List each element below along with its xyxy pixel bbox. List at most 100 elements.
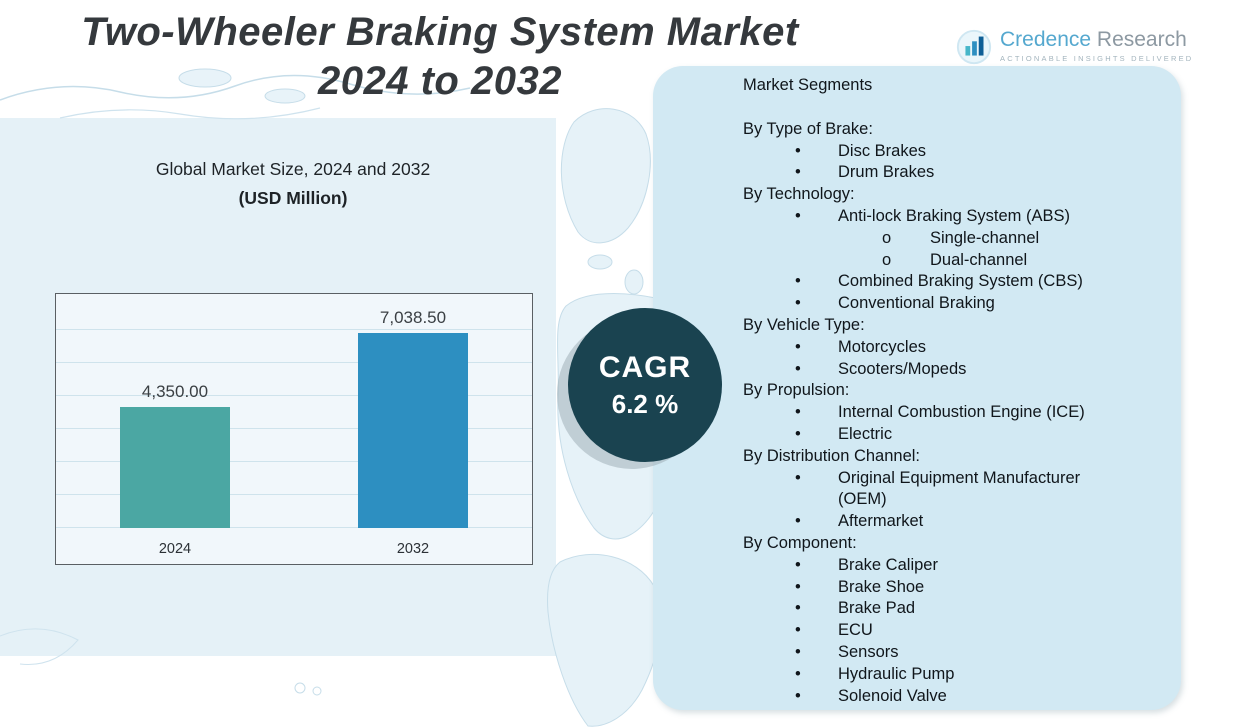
segment-item: • ECU [653,620,1181,642]
bar-2024 [120,407,230,528]
segment-item-text: Electric [838,424,893,443]
segment-item-text: Disc Brakes [838,141,927,160]
bar-plot: 4,350.00 2024 7,038.50 2032 [56,306,532,557]
segment-item-text: Motorcycles [838,337,927,356]
market-segments-panel: Market Segments By Type of Brake: • Disc B… [653,66,1181,710]
segment-item-text: Dual-channel [930,250,1028,269]
bar-chart: 4,350.00 2024 7,038.50 2032 [55,293,533,565]
segment-item-text: Anti-lock Braking System (ABS) [838,206,1070,225]
bar-2032 [358,333,468,528]
logo-brand-secondary: Research [1096,28,1187,51]
bar-group-2032: 7,038.50 2032 [358,306,468,557]
page-title-line2: 2024 to 2032 [318,59,562,103]
segment-item-text: By Component: [743,533,857,552]
bullet-marker: • [795,294,801,313]
bar-group-2024: 4,350.00 2024 [120,306,230,557]
segments-list: By Type of Brake: • Disc Brakes • Drum Brake… [653,119,1181,708]
bullet-marker: • [795,403,801,422]
segment-item-text: Brake Pad [838,599,916,618]
segment-item-text: By Type of Brake: [743,119,873,138]
segment-item: • Combined Braking System (CBS) [653,271,1181,293]
segment-item-text: Solenoid Valve [838,686,947,705]
segment-item-text: Brake Caliper [838,555,938,574]
sub-bullet-marker: o [882,250,892,269]
bullet-marker: • [795,664,801,683]
cagr-value: 6.2 % [611,388,679,419]
segment-item-text: Scooters/Mopeds [838,359,967,378]
bullet-marker: • [795,337,801,356]
cagr-badge: CAGR 6.2 % [568,308,722,462]
logo-bars-icon [956,29,992,65]
segments-title: Market Segments [743,76,873,94]
segment-item-text: Single-channel [930,228,1040,247]
page-title-line1: Two-Wheeler Braking System Market [81,10,799,54]
segment-heading: By Component: [653,533,1181,555]
segment-item-text: Combined Braking System (CBS) [838,272,1083,291]
bullet-marker: • [795,468,801,487]
segment-item: • Internal Combustion Engine (ICE) [653,402,1181,424]
segment-item-text: By Propulsion: [743,381,850,400]
segment-item-text: Conventional Braking [838,294,995,313]
sub-bullet-marker: o [882,228,892,247]
segment-item-text: Internal Combustion Engine (ICE) [838,403,1085,422]
bullet-marker: • [795,642,801,661]
bullet-marker: • [795,599,801,618]
segment-item: • Solenoid Valve [653,686,1181,708]
bullet-marker: • [795,555,801,574]
segment-heading: By Vehicle Type: [653,315,1181,337]
bullet-marker: • [795,424,801,443]
segment-item-text: ECU [838,621,873,640]
credence-research-logo: Credence Research Actionable Insights De… [955,28,1193,66]
bullet-marker: • [795,163,801,182]
segment-item-text: By Technology: [743,185,855,204]
segment-item-text: Sensors [838,642,899,661]
bullet-marker: • [795,512,801,531]
page-title: Two-Wheeler Braking System Market 2024 t… [40,8,840,106]
segment-item: • Anti-lock Braking System (ABS) [653,206,1181,228]
segment-item: o Single-channel [653,228,1181,250]
segment-item: • Scooters/Mopeds [653,359,1181,381]
chart-caption-line1: Global Market Size, 2024 and 2032 [155,159,431,179]
bar-category-label: 2032 [396,541,430,557]
segment-item-text: By Vehicle Type: [743,315,865,334]
bullet-marker: • [795,686,801,705]
cagr-label: CAGR [598,350,692,384]
logo-brand-name: Credence Research [1000,28,1193,52]
segment-item: • Brake Shoe [653,577,1181,599]
segment-item-text: Hydraulic Pump [838,664,955,683]
bullet-marker: • [795,359,801,378]
segment-item-text: Aftermarket [838,512,924,531]
segment-item: • Aftermarket [653,511,1181,533]
bar-value-label: 7,038.50 [379,308,447,327]
logo-tagline: Actionable Insights Delivered [1000,54,1194,63]
segment-item: o Dual-channel [653,250,1181,272]
logo-brand-primary: Credence [1000,28,1092,51]
chart-caption-line2: (USD Million) [238,188,348,208]
segment-item: • Original Equipment Manufacturer (OEM) [653,468,1181,512]
segment-item-text: Drum Brakes [838,163,935,182]
bullet-marker: • [795,621,801,640]
segment-item: • Drum Brakes [653,162,1181,184]
segment-item: • Sensors [653,642,1181,664]
bar-value-label: 4,350.00 [141,382,209,401]
segment-item-text: Original Equipment Manufacturer (OEM) [838,468,1081,509]
segment-item-text: By Distribution Channel: [743,446,921,465]
bullet-marker: • [795,141,801,160]
chart-caption: Global Market Size, 2024 and 2032 (USD M… [55,158,531,209]
segment-item: • Hydraulic Pump [653,664,1181,686]
segment-item: • Motorcycles [653,337,1181,359]
bullet-marker: • [795,272,801,291]
segment-item: • Brake Pad [653,598,1181,620]
segment-heading: By Type of Brake: [653,119,1181,141]
segment-item: • Conventional Braking [653,293,1181,315]
segment-item-text: Brake Shoe [838,577,925,596]
segment-heading: By Technology: [653,184,1181,206]
bullet-marker: • [795,206,801,225]
segment-item: • Electric [653,424,1181,446]
segment-item: • Disc Brakes [653,141,1181,163]
logo-text: Credence Research Actionable Insights De… [1000,28,1193,63]
segment-heading: By Propulsion: [653,380,1181,402]
bullet-marker: • [795,577,801,596]
bar-category-label: 2024 [158,541,192,557]
